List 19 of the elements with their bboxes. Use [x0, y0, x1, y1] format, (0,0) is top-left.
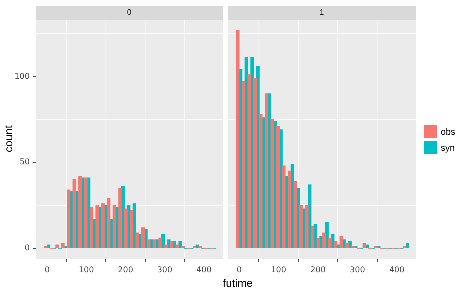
legend-label: obs: [441, 126, 456, 137]
x-tick-label: 100: [78, 265, 94, 274]
x-tick-label: 400: [389, 265, 405, 274]
x-tick-label: 100: [271, 265, 286, 274]
x-tick-label: 300: [350, 265, 366, 274]
x-tick-label: 200: [310, 265, 326, 274]
x-axis-title: futime: [223, 278, 253, 290]
chart-title: 1: [228, 6, 416, 20]
x-tick-label: 200: [118, 265, 134, 274]
x-tick-label: 300: [157, 265, 173, 274]
y-tick-label: 0: [24, 244, 30, 253]
y-tick-label: 50: [20, 158, 30, 167]
x-tick-label: 0: [44, 265, 50, 274]
x-tick-label: 0: [236, 265, 242, 274]
legend-label: syn: [441, 142, 456, 153]
y-tick-label: 100: [14, 72, 30, 81]
y-axis-title: count: [3, 125, 16, 152]
chart-title: 0: [36, 6, 223, 20]
x-tick-label: 400: [196, 265, 212, 274]
